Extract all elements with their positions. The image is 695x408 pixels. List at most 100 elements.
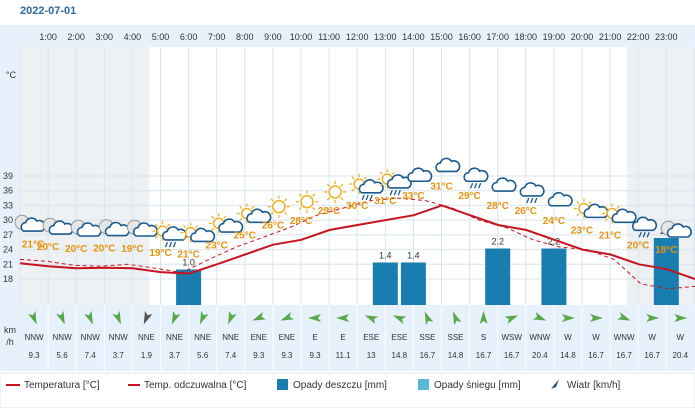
rain-bar (541, 248, 567, 305)
wind-direction-label: W (564, 333, 572, 342)
wind-speed-label: 5.6 (57, 351, 69, 360)
y-tick-label: 36 (3, 186, 13, 196)
sun-ray (576, 213, 580, 217)
feels-like-line (19, 197, 695, 290)
wind-direction-label: NNW (109, 333, 129, 342)
rain-drop (369, 194, 373, 201)
sun-cloud-icon (602, 203, 637, 224)
cloud-shape (491, 177, 517, 192)
sun-cloud-icon (574, 198, 609, 219)
cloud-icon (407, 167, 433, 183)
sun-ray (298, 206, 302, 210)
rain-drop (477, 182, 482, 189)
night-cloud-icon (42, 217, 74, 235)
rain-drop (361, 194, 365, 201)
sun-rain-icon (152, 221, 188, 248)
hour-label: 14:00 (402, 32, 425, 42)
wind-arrow-icon (561, 314, 575, 322)
legend-wind-icon (551, 379, 559, 389)
temp-label: 24°C (543, 216, 565, 227)
wind-speed-label: 7.4 (85, 351, 97, 360)
wind-direction-label: S (481, 333, 486, 342)
sun-ray (251, 205, 255, 209)
sun-ray (154, 235, 159, 239)
wind-speed-label: 16.7 (504, 351, 520, 360)
cloud-shape (666, 223, 692, 238)
wind-direction-label: ENE (251, 333, 267, 342)
wind-speed-label: 14.8 (560, 351, 576, 360)
wind-arrow-icon (228, 310, 237, 325)
sun-icon (324, 180, 347, 203)
hour-label: 22:00 (627, 32, 650, 42)
rain-bar (372, 262, 398, 305)
cloud-shape (407, 167, 433, 183)
wind-direction-label: ESE (363, 333, 379, 342)
y-tick-label: 30 (3, 215, 13, 225)
wind-arrow-icon (392, 315, 407, 324)
hour-label: 11:00 (318, 32, 340, 42)
y-tick-label: 27 (3, 230, 13, 240)
sun-ray (351, 188, 355, 192)
cloud-shape (463, 167, 489, 183)
night-cloud-icon (14, 214, 46, 232)
rain-value-label: 1.4 (379, 251, 392, 261)
wind-direction-label: ENE (279, 333, 295, 342)
wind-direction-label: SSE (447, 333, 463, 342)
wind-speed-label: 20.4 (673, 351, 689, 360)
wind-arrow-icon (452, 311, 462, 326)
rain-drop (469, 182, 474, 189)
wind-arrow-shape (617, 312, 631, 321)
sun-ray (154, 223, 159, 227)
rain-drop (365, 194, 369, 201)
wind-arrow-shape (112, 310, 121, 325)
wind-arrow-icon (112, 310, 121, 325)
sun-ray (391, 171, 395, 175)
wind-speed-label: 11.1 (336, 351, 352, 360)
sun-ray (284, 211, 288, 215)
rain-drop (526, 197, 530, 204)
temp-label: 29°C (458, 191, 480, 202)
legend-wind-label: Wiatr [km/h] (567, 380, 621, 391)
sun-ray (239, 205, 243, 209)
hour-label: 15:00 (430, 32, 453, 42)
wind-speed-label: 16.7 (644, 351, 660, 360)
sun-ray (588, 201, 592, 205)
y-tick-label: 24 (3, 245, 13, 255)
temp-label: 28°C (290, 216, 312, 227)
sun-cloud-icon (180, 222, 216, 243)
rain-drop (393, 189, 397, 196)
sun-rain-icon (377, 169, 412, 196)
hour-label: 5:00 (152, 32, 170, 42)
wind-arrow-icon (336, 314, 350, 322)
wind-direction-label: ESE (391, 333, 407, 342)
wind-arrow-icon (674, 314, 688, 322)
temp-label: 21°C (599, 230, 621, 241)
wind-arrow-icon (308, 314, 321, 322)
cloud-shape (358, 179, 384, 194)
legend-feels-label: Temp. odczuwalna [°C] (144, 380, 247, 391)
rain-value-label: 1.4 (407, 251, 420, 261)
wind-arrow-icon (424, 311, 434, 326)
night-cloud-icon (660, 220, 692, 238)
night-cloud-icon (126, 219, 158, 237)
wind-speed-label: 1.9 (141, 351, 153, 360)
wind-arrow-icon (479, 311, 488, 324)
temp-label: 25°C (234, 230, 256, 241)
legend-rain-label: Opady deszczu [mm] (293, 380, 387, 391)
hour-label: 17:00 (486, 32, 509, 42)
sun-disc (300, 195, 314, 209)
wind-direction-label: W (592, 333, 600, 342)
temp-label: 29°C (318, 206, 340, 217)
sun-ray (166, 223, 171, 227)
hour-label: 6:00 (180, 32, 198, 42)
sun-ray (351, 176, 355, 180)
wind-direction-label: WNW (529, 333, 550, 342)
wind-arrow-icon (252, 312, 266, 321)
temp-label: 23°C (206, 240, 228, 251)
wind-arrow-shape (199, 310, 209, 325)
rain-drop (389, 189, 393, 196)
hours-band (20, 25, 695, 47)
sun-cloud-icon (236, 203, 272, 224)
y-tick-label: 21 (3, 259, 13, 269)
